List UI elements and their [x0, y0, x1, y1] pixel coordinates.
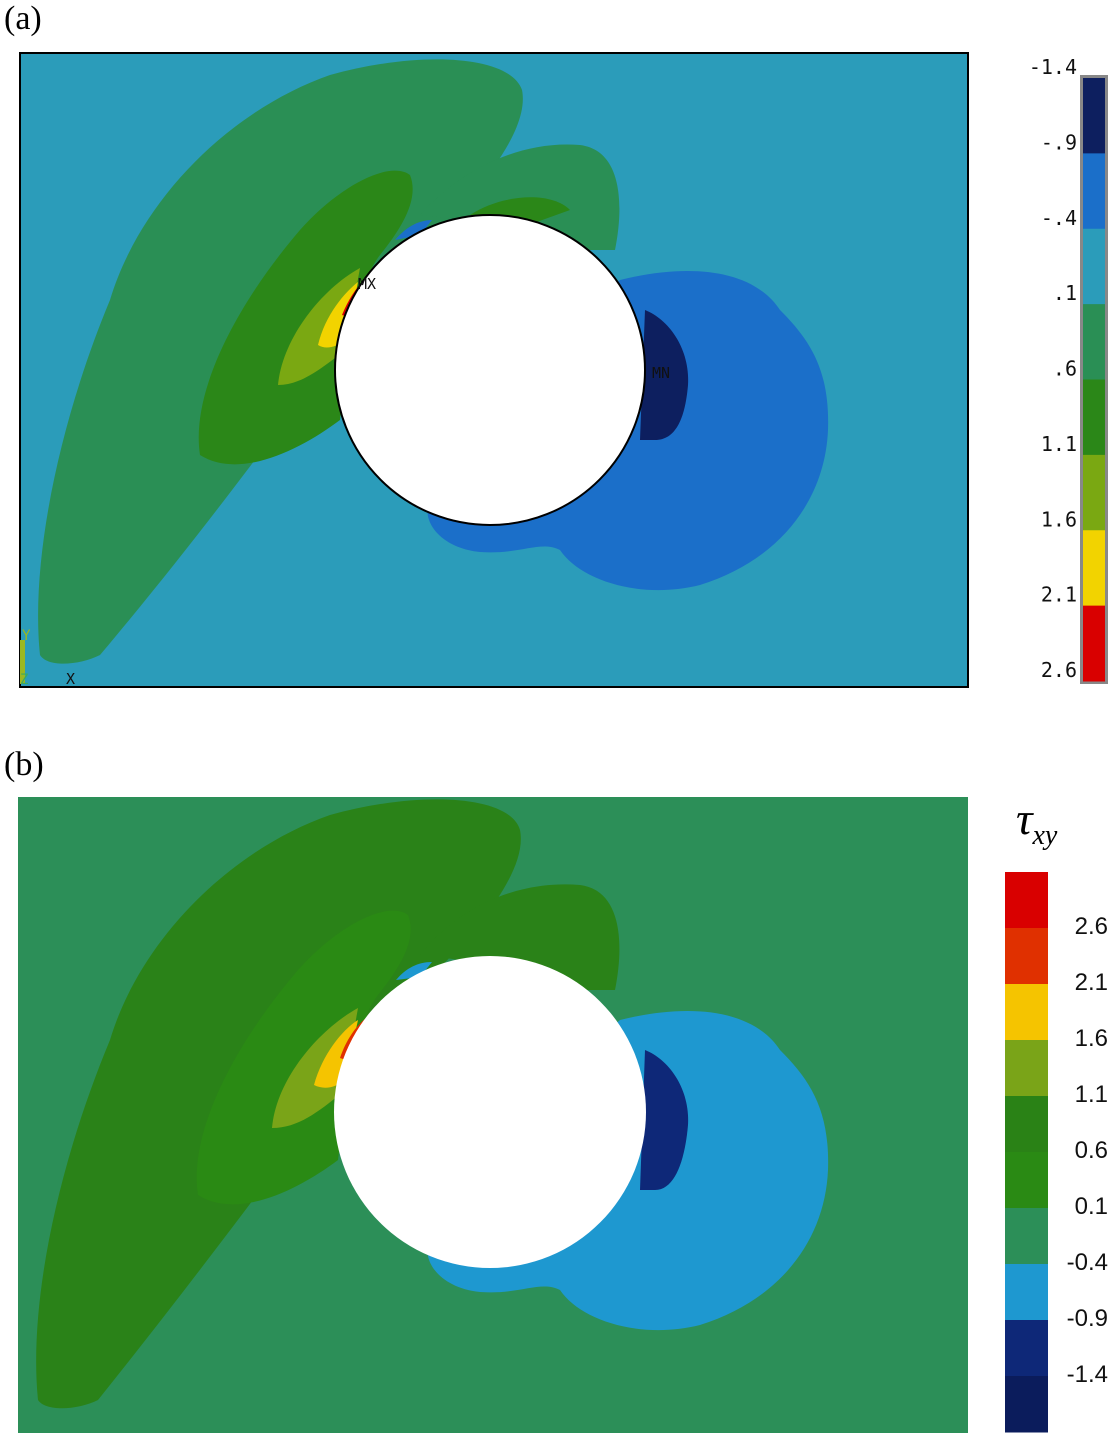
- legend-b-tick-label: -1.4: [1067, 1361, 1108, 1388]
- panel-a-zone-blue-sliver: [395, 220, 432, 240]
- panel-a-max-marker: MX: [358, 275, 376, 293]
- legend-b-swatch: [1005, 1320, 1048, 1377]
- panel-b-upper-lobe: [420, 884, 620, 990]
- legend-b-tick-label: 2.6: [1075, 913, 1108, 940]
- legend-a-swatch: [1083, 605, 1105, 682]
- panel-a-zone-green: [198, 170, 413, 465]
- panel-b-legend: 2.6 2.1 1.6 1.1 0.6 0.1 -0.4 -0.9 -1.4: [1005, 872, 1108, 1433]
- legend-a-tick-label: -1.4: [1029, 55, 1077, 79]
- panel-b-hole: [334, 956, 646, 1268]
- legend-b-swatch: [1005, 1096, 1048, 1153]
- legend-a-tick-label: .6: [1053, 357, 1077, 381]
- legend-a-tick-label: .1: [1053, 281, 1077, 305]
- panel-a-min-marker: MN: [652, 364, 670, 382]
- panel-a-zone-darkblue: [640, 310, 689, 440]
- legend-b-tick-label: 2.1: [1075, 969, 1108, 996]
- legend-a-tick-label: -.9: [1041, 130, 1077, 154]
- legend-a-tick-label: -.4: [1041, 206, 1077, 230]
- panel-b-zone-blue: [427, 1011, 829, 1331]
- legend-b-swatch: [1005, 1376, 1048, 1433]
- panel-b-zone-blue-sliver: [396, 962, 432, 980]
- panel-b-zone-red: [340, 1018, 366, 1062]
- legend-b-tick-label: -0.9: [1067, 1305, 1108, 1332]
- legend-a-swatch: [1083, 379, 1105, 456]
- panel-b-zone-lightgreen: [272, 1008, 358, 1128]
- legend-a-swatch: [1083, 78, 1105, 154]
- legend-b-swatch: [1005, 984, 1048, 1041]
- panel-a-zone-lightgreen: [278, 268, 360, 385]
- panel-a-contour-plot: MX MN Y Z X -1.4 -.9 -.4 .1 .6 1.1 1.6 2.1 2.6: [19, 52, 1108, 688]
- legend-a-swatch: [1083, 228, 1105, 305]
- legend-b-tick-label: -0.4: [1067, 1249, 1108, 1276]
- panel-b-label: (b): [4, 746, 44, 783]
- legend-a-swatch: [1083, 153, 1105, 230]
- panel-a-zone-yellow: [318, 282, 358, 348]
- legend-b-swatch: [1005, 1152, 1048, 1209]
- panel-b-zone-darkblue: [640, 1050, 689, 1190]
- legend-b-swatch: [1005, 1264, 1048, 1321]
- legend-a-tick-label: 2.1: [1041, 583, 1077, 607]
- panel-a-label: (a): [4, 0, 42, 37]
- panel-a-axis-z: Z: [20, 672, 28, 688]
- legend-b-swatch: [1005, 928, 1048, 985]
- panel-b-zone-green: [196, 910, 411, 1205]
- legend-b-swatch: [1005, 1040, 1048, 1097]
- legend-a-tick-label: 1.1: [1041, 432, 1077, 456]
- panel-a-axis-triad-bar: [20, 640, 25, 684]
- legend-b-tick-label: 0.6: [1075, 1137, 1108, 1164]
- legend-b-tick-label: 1.1: [1075, 1081, 1108, 1108]
- panel-a-axis-x: X: [66, 670, 75, 688]
- legend-b-swatch: [1005, 1208, 1048, 1265]
- legend-a-tick-label: 2.6: [1041, 658, 1077, 682]
- legend-b-tick-label: 1.6: [1075, 1025, 1108, 1052]
- legend-a-swatch: [1083, 454, 1105, 531]
- panel-b-zone-yellow: [314, 1020, 358, 1088]
- panel-b-legend-title: τxy: [1016, 793, 1058, 851]
- panel-a-upper-lobe: [420, 144, 620, 250]
- panel-a-hole: [334, 214, 646, 526]
- legend-a-swatch: [1083, 530, 1105, 607]
- legend-a-tick-label: 1.6: [1041, 507, 1077, 531]
- legend-b-swatch: [1005, 872, 1048, 929]
- panel-b-left-lobe: [36, 799, 521, 1409]
- legend-b-tick-label: 0.1: [1075, 1193, 1108, 1220]
- panel-b-background-field: [18, 797, 968, 1433]
- legend-a-swatch: [1083, 304, 1105, 380]
- panel-a-legend: -1.4 -.9 -.4 .1 .6 1.1 1.6 2.1 2.6: [1029, 55, 1108, 684]
- panel-a-axis-y: Y: [22, 628, 31, 644]
